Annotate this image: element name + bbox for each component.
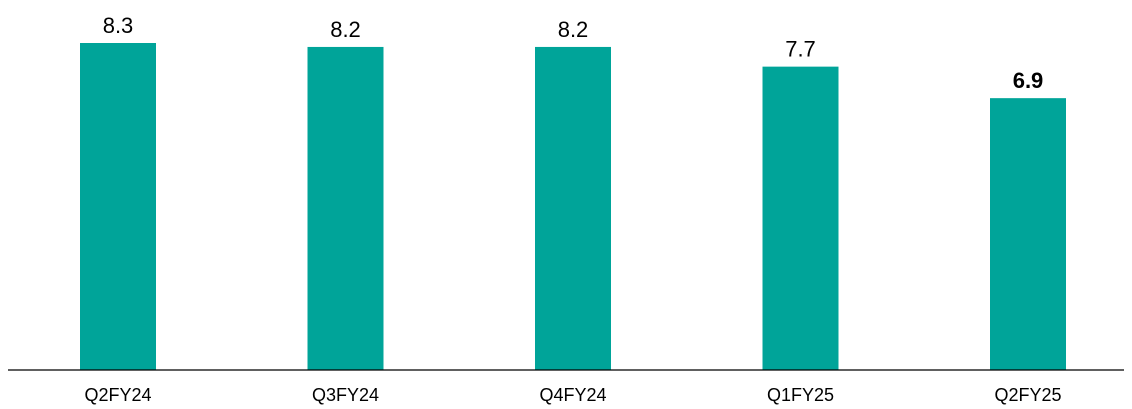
bar-q4fy24 xyxy=(535,46,611,370)
bar-q2fy25 xyxy=(990,98,1066,371)
x-tick-label-q3fy24: Q3FY24 xyxy=(312,385,379,405)
bar-q3fy24 xyxy=(307,46,384,370)
x-tick-label-q4fy24: Q4FY24 xyxy=(539,385,606,405)
x-tick-label-q2fy25: Q2FY25 xyxy=(994,385,1061,405)
bars-group xyxy=(80,43,1066,371)
x-tick-label-q2fy24: Q2FY24 xyxy=(84,385,151,405)
value-label-q2fy24: 8.3 xyxy=(103,13,134,38)
value-label-q4fy24: 8.2 xyxy=(558,17,589,42)
value-label-q2fy25: 6.9 xyxy=(1013,68,1044,93)
bar-q2fy24 xyxy=(80,43,156,370)
value-label-q3fy24: 8.2 xyxy=(330,17,361,42)
bar-q1fy25 xyxy=(762,66,839,371)
x-tick-label-q1fy25: Q1FY25 xyxy=(767,385,834,405)
x-tick-labels-group: Q2FY24 Q3FY24 Q4FY24 Q1FY25 Q2FY25 xyxy=(84,385,1061,405)
value-labels-group: 8.3 8.2 8.2 7.7 6.9 xyxy=(103,13,1044,93)
value-label-q1fy25: 7.7 xyxy=(785,37,816,62)
